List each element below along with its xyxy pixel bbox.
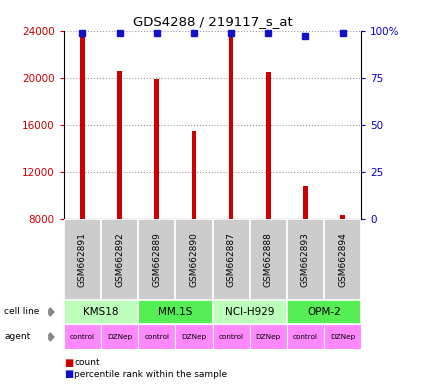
Text: count: count <box>74 358 100 367</box>
Text: GSM662893: GSM662893 <box>301 232 310 286</box>
Text: percentile rank within the sample: percentile rank within the sample <box>74 370 227 379</box>
Bar <box>340 215 345 313</box>
Text: OPM-2: OPM-2 <box>307 307 341 317</box>
Text: agent: agent <box>4 333 31 341</box>
Bar <box>155 79 159 313</box>
Bar <box>101 219 138 300</box>
Text: control: control <box>144 334 169 340</box>
Text: control: control <box>293 334 318 340</box>
Text: GSM662887: GSM662887 <box>227 232 235 286</box>
Text: DZNep: DZNep <box>330 334 355 340</box>
Text: GSM662891: GSM662891 <box>78 232 87 286</box>
Text: ■: ■ <box>64 369 73 379</box>
Bar <box>64 219 101 300</box>
Bar <box>249 324 287 349</box>
Bar <box>266 72 270 313</box>
Bar <box>64 324 101 349</box>
Text: DZNep: DZNep <box>107 334 132 340</box>
Text: GSM662892: GSM662892 <box>115 232 124 286</box>
Text: control: control <box>70 334 95 340</box>
Bar <box>175 219 212 300</box>
Text: MM.1S: MM.1S <box>158 307 193 317</box>
Bar <box>324 324 361 349</box>
Text: GSM662890: GSM662890 <box>190 232 198 286</box>
Text: GSM662894: GSM662894 <box>338 232 347 286</box>
Text: DZNep: DZNep <box>256 334 281 340</box>
Text: NCI-H929: NCI-H929 <box>225 307 275 317</box>
Bar <box>138 219 175 300</box>
Bar <box>138 300 212 324</box>
Bar <box>287 324 324 349</box>
Text: GSM662888: GSM662888 <box>264 232 273 286</box>
Text: cell line: cell line <box>4 308 40 316</box>
Bar <box>212 300 287 324</box>
Bar <box>117 71 122 313</box>
Bar <box>287 219 324 300</box>
Bar <box>303 186 308 313</box>
Bar <box>192 131 196 313</box>
Bar <box>324 219 361 300</box>
Bar <box>287 300 361 324</box>
Text: DZNep: DZNep <box>181 334 207 340</box>
Bar <box>101 324 138 349</box>
Bar <box>175 324 212 349</box>
Text: ■: ■ <box>64 358 73 368</box>
Bar <box>229 34 233 313</box>
Bar <box>212 219 249 300</box>
Bar <box>64 300 138 324</box>
Text: KMS18: KMS18 <box>83 307 119 317</box>
Bar <box>249 219 287 300</box>
Bar <box>138 324 175 349</box>
Text: control: control <box>218 334 244 340</box>
Bar <box>80 34 85 313</box>
Bar <box>212 324 249 349</box>
Text: GSM662889: GSM662889 <box>152 232 161 286</box>
Title: GDS4288 / 219117_s_at: GDS4288 / 219117_s_at <box>133 15 292 28</box>
